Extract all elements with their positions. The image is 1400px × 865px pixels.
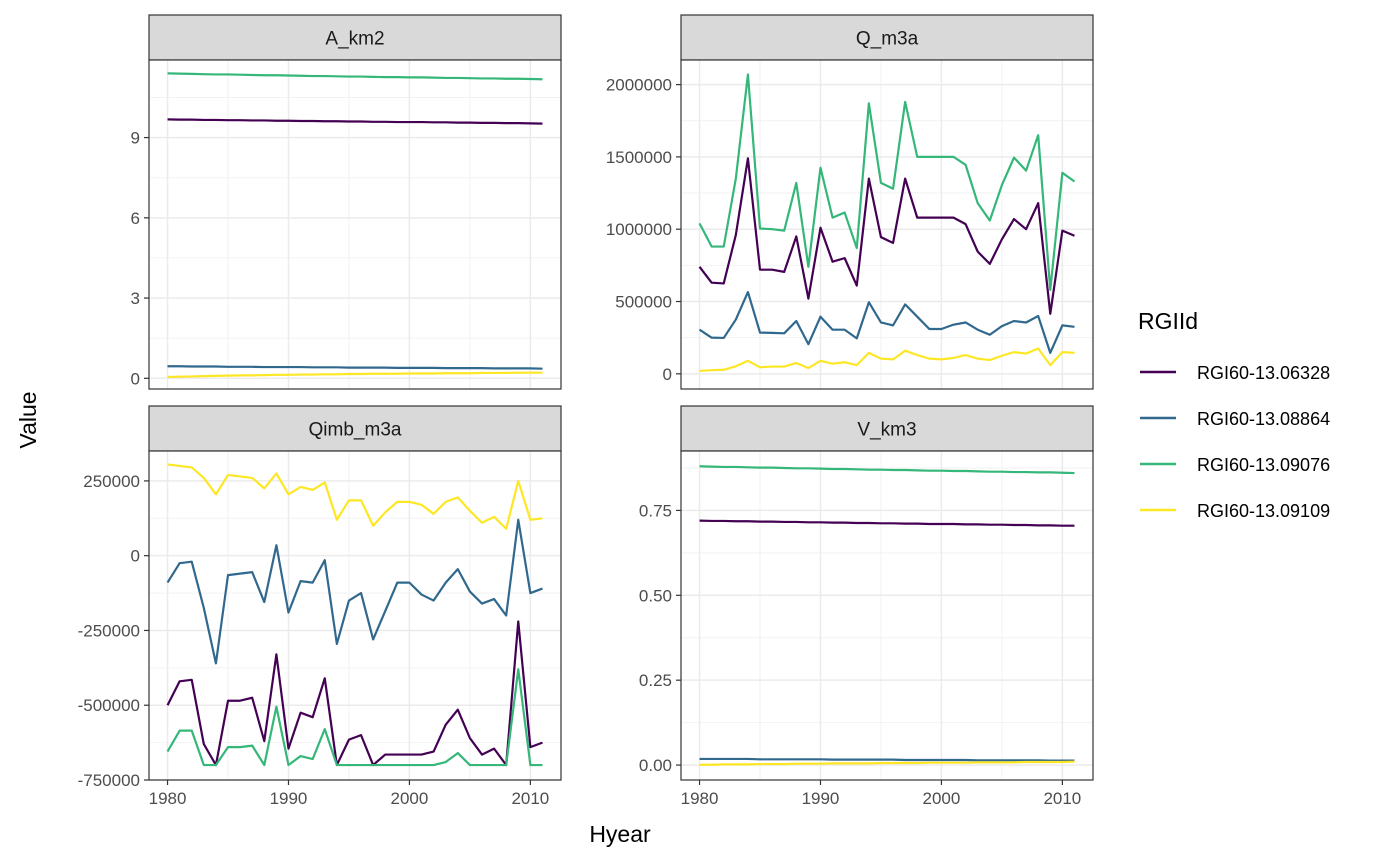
facet-panel-Qimb_m3a: Qimb_m3a -750000 -500000 -250000 0 250000 1980…: [78, 405, 562, 808]
y-axis-title: Value: [15, 391, 41, 448]
series-line-RGI60-13.06328: [699, 519, 1075, 527]
series-line-RGI60-13.09076: [698, 73, 1076, 292]
x-tick-label: 2010: [1043, 789, 1081, 808]
series-line-RGI60-13.06328: [698, 157, 1075, 315]
y-tick-label: 9: [131, 129, 140, 148]
y-tick-label: 250000: [83, 472, 140, 491]
facet-panel-V_km3: V_km3 0.00 0.25 0.50 0.75 1980 1990 2000 2010: [639, 405, 1094, 808]
legend: RGIId RGI60-13.06328 RGI60-13.08864 RGI60-…: [1138, 308, 1330, 521]
series-line-RGI60-13.08864: [698, 291, 1075, 354]
y-tick-label: 0.75: [639, 501, 672, 520]
series-line-RGI60-13.09109: [167, 463, 543, 530]
y-tick-label: 500000: [615, 293, 672, 312]
series-line-RGI60-13.06328: [167, 118, 543, 125]
series-line-RGI60-13.09076: [166, 668, 543, 767]
y-tick-label: 0: [131, 547, 140, 566]
facet-strip-label: V_km3: [857, 420, 916, 441]
x-tick-label: 2010: [511, 789, 549, 808]
y-tick-label: 1500000: [606, 148, 672, 167]
facet-strip: [680, 14, 1094, 61]
series-line-RGI60-13.08864: [166, 518, 543, 665]
series-line-RGI60-13.09076: [699, 465, 1075, 475]
y-tick-label: 1000000: [606, 220, 672, 239]
y-tick-label: 3: [131, 289, 140, 308]
series-line-RGI60-13.09109: [167, 371, 543, 379]
panel-background: [149, 451, 561, 780]
legend-label: RGI60-13.06328: [1197, 363, 1330, 383]
y-tick-label: -500000: [78, 696, 140, 715]
panel-background: [149, 60, 561, 389]
facet-strip-label: Q_m3a: [856, 29, 919, 50]
facet-strip: [148, 14, 562, 61]
facet-panels: A_km20369Q_m3a05000001000000150000020000…: [78, 14, 1094, 808]
y-tick-label: -250000: [78, 621, 140, 640]
series-line-RGI60-13.08864: [167, 365, 543, 370]
x-tick-label: 1990: [270, 789, 308, 808]
x-tick-label: 1980: [681, 789, 719, 808]
facet-panel-A_km2: A_km2 0 3 6 9: [131, 14, 562, 390]
facet-strip-label: A_km2: [325, 29, 384, 50]
series-line-RGI60-13.09109: [699, 760, 1075, 766]
panel-background: [681, 451, 1093, 780]
panel-border: [148, 59, 562, 390]
y-tick-label: -750000: [78, 771, 140, 790]
legend-label: RGI60-13.09109: [1197, 501, 1330, 521]
series-line-RGI60-13.08864: [699, 757, 1075, 762]
legend-entry: RGI60-13.06328: [1140, 363, 1330, 383]
series-line-RGI60-13.09076: [167, 72, 543, 81]
legend-entry: RGI60-13.08864: [1140, 409, 1330, 429]
y-tick-label: 2000000: [606, 76, 672, 95]
legend-title: RGIId: [1138, 308, 1198, 334]
y-tick-label: 0.00: [639, 756, 672, 775]
series-line-RGI60-13.09109: [699, 347, 1075, 373]
y-tick-label: 0.25: [639, 671, 672, 690]
y-tick-label: 0.50: [639, 586, 672, 605]
x-tick-label: 2000: [923, 789, 961, 808]
facet-panel-Q_m3a: Q_m3a 0 500000 1000000 1500000 2000000: [606, 14, 1094, 390]
legend-entry: RGI60-13.09076: [1140, 455, 1330, 475]
panel-border: [148, 450, 562, 781]
x-tick-label: 1980: [149, 789, 187, 808]
panel-border: [680, 59, 1094, 390]
facet-strip-label: Qimb_m3a: [309, 420, 402, 441]
y-tick-label: 0: [663, 365, 672, 384]
y-tick-label: 6: [131, 209, 140, 228]
facet-strip: [680, 405, 1094, 452]
y-tick-label: 0: [131, 369, 140, 388]
panel-background: [681, 60, 1093, 389]
panel-border: [680, 450, 1094, 781]
legend-entry: RGI60-13.09109: [1140, 501, 1330, 521]
x-tick-label: 1990: [802, 789, 840, 808]
x-axis-title: Hyear: [589, 821, 651, 847]
x-tick-label: 2000: [391, 789, 429, 808]
series-line-RGI60-13.06328: [166, 620, 543, 767]
legend-label: RGI60-13.08864: [1197, 409, 1330, 429]
legend-label: RGI60-13.09076: [1197, 455, 1330, 475]
